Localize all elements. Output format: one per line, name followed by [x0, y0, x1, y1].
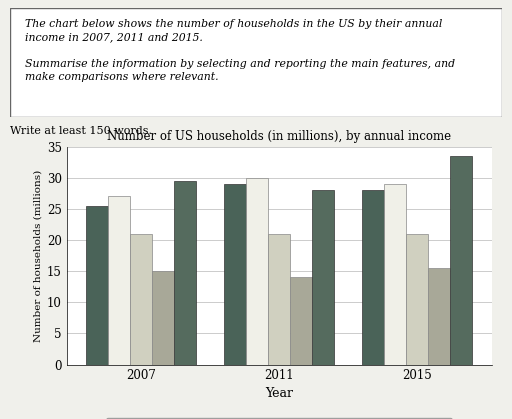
Legend: Less than $25,000, $25,000–$49,999, $50,000–$74,999, $75,000–$99,999, $100,000 o: Less than $25,000, $25,000–$49,999, $50,…: [106, 418, 452, 419]
Bar: [384, 184, 406, 365]
Bar: [224, 184, 246, 365]
Bar: [130, 234, 152, 365]
Bar: [290, 277, 312, 365]
Bar: [152, 271, 174, 365]
Bar: [268, 234, 290, 365]
Bar: [362, 190, 384, 365]
Title: Number of US households (in millions), by annual income: Number of US households (in millions), b…: [107, 130, 451, 143]
Bar: [174, 181, 196, 365]
Text: The chart below shows the number of households in the US by their annual
income : The chart below shows the number of hous…: [25, 19, 455, 82]
Bar: [406, 234, 428, 365]
Bar: [312, 190, 334, 365]
Bar: [86, 206, 108, 365]
X-axis label: Year: Year: [265, 387, 293, 400]
Bar: [246, 178, 268, 365]
Text: Write at least 150 words.: Write at least 150 words.: [10, 126, 152, 136]
Y-axis label: Number of households (millions): Number of households (millions): [33, 169, 42, 342]
Bar: [108, 197, 130, 365]
Bar: [428, 268, 450, 365]
Polygon shape: [10, 8, 502, 117]
Bar: [450, 156, 472, 365]
